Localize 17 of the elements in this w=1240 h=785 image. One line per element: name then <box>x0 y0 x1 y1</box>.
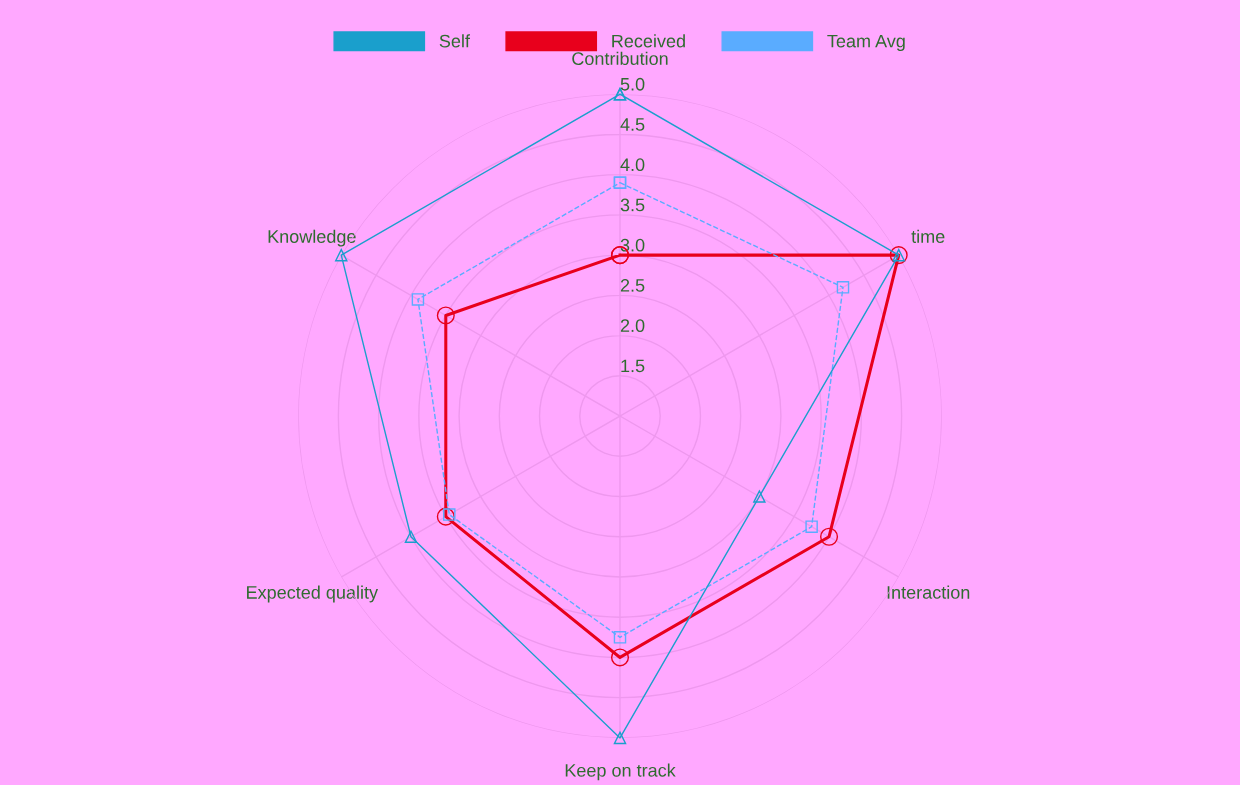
spoke-label: Interaction <box>887 585 970 599</box>
y-tick-label: 3.0 <box>620 238 645 252</box>
y-tick-label: 5.0 <box>620 77 645 91</box>
y-tick-label: 4.0 <box>620 158 645 172</box>
legend-label: Received <box>612 34 685 48</box>
y-tick-label: 2.0 <box>620 319 645 333</box>
y-tick-label: 3.5 <box>620 198 645 212</box>
legend-label: Self <box>439 34 470 48</box>
y-tick-label: 1.5 <box>621 359 645 373</box>
spoke-label: Expected quality <box>247 585 379 603</box>
legend-label: Team Avg <box>827 34 905 52</box>
y-tick-label: 4.5 <box>620 118 645 131</box>
spoke-label: Knowledge <box>268 229 356 247</box>
spoke-label: time <box>911 229 945 243</box>
y-tick-label: 2.5 <box>620 279 645 292</box>
spoke-label: Contribution <box>572 51 668 66</box>
spoke-label: Keep on track <box>565 763 676 781</box>
